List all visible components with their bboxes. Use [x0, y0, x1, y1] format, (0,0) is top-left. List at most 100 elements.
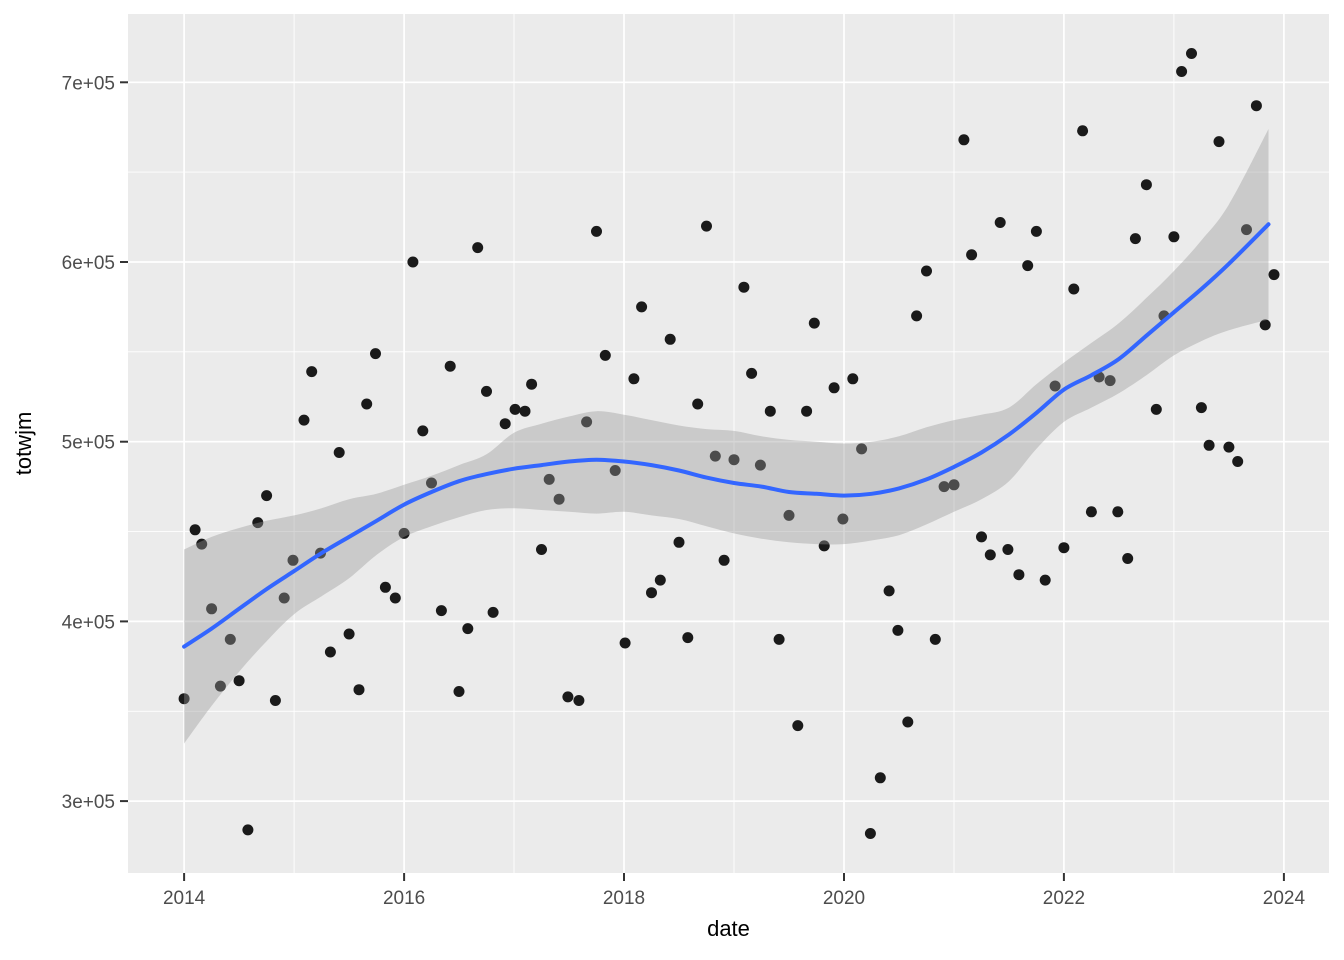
data-point [746, 367, 758, 379]
data-point [407, 256, 419, 268]
data-point [398, 527, 410, 539]
data-point [792, 720, 804, 732]
data-point [370, 348, 381, 360]
data-point [902, 716, 914, 728]
data-point [361, 398, 373, 410]
data-point [499, 418, 511, 430]
data-point [1223, 441, 1235, 453]
x-axis-title: date [707, 916, 750, 941]
data-point [682, 632, 694, 644]
data-point [1129, 233, 1141, 245]
data-point [1203, 439, 1215, 451]
data-point [966, 249, 978, 261]
data-point [453, 686, 465, 697]
data-point [591, 225, 602, 237]
data-point [773, 633, 785, 645]
y-axis-title: totwjm [11, 412, 36, 476]
data-point [1002, 544, 1014, 555]
data-point [1259, 319, 1271, 331]
data-point [636, 301, 648, 313]
data-point [818, 540, 830, 552]
data-point [1039, 574, 1051, 586]
data-point [1195, 402, 1207, 414]
data-point [654, 574, 666, 586]
data-point [864, 828, 876, 839]
data-point [1077, 125, 1089, 137]
data-point [938, 481, 950, 493]
data-point [1122, 553, 1134, 564]
data-point [664, 333, 676, 345]
data-point [178, 693, 190, 705]
data-point [646, 587, 657, 599]
y-tick-label: 5e+05 [62, 433, 115, 454]
confidence-band [184, 129, 1269, 744]
data-point [1030, 225, 1042, 237]
data-point [287, 554, 299, 566]
data-point [892, 624, 904, 636]
data-point [269, 695, 281, 706]
data-point [389, 592, 401, 604]
axis-layer: 2014 2016 2018 2020 2022 2024 3e+05 4e+05 5e+05 6… [62, 73, 1306, 909]
data-point [701, 220, 712, 232]
data-point [444, 360, 456, 372]
data-point [196, 538, 208, 550]
data-point [1068, 283, 1080, 295]
data-point [1013, 569, 1025, 581]
data-point [728, 454, 740, 466]
data-point [333, 447, 345, 458]
data-point [1022, 260, 1034, 272]
data-point [1241, 224, 1252, 236]
data-point [1186, 48, 1197, 59]
data-point [984, 549, 996, 561]
data-point [526, 378, 538, 390]
data-point [417, 425, 429, 437]
data-point [692, 398, 704, 410]
data-point [948, 479, 960, 491]
scatter-points-group [178, 48, 1280, 839]
data-point [619, 637, 631, 649]
data-point [353, 684, 365, 696]
panel-background [128, 14, 1329, 873]
data-point [1104, 375, 1116, 387]
data-point [553, 493, 565, 505]
data-point [343, 628, 355, 640]
data-point [435, 605, 447, 617]
data-point [581, 416, 593, 428]
data-point [379, 581, 391, 593]
data-point [224, 633, 236, 645]
data-point [233, 675, 245, 687]
data-point [929, 633, 941, 645]
data-point [883, 585, 895, 597]
y-tick-label: 7e+05 [62, 73, 115, 94]
data-point [609, 465, 621, 476]
data-point [1176, 66, 1188, 77]
data-point [481, 385, 492, 397]
x-tick-label: 2024 [1263, 888, 1306, 909]
data-point [298, 414, 310, 426]
data-point [628, 373, 640, 385]
data-point [718, 554, 730, 566]
data-point [1250, 100, 1262, 112]
data-point [306, 366, 318, 378]
data-point [1213, 136, 1225, 148]
data-point [783, 509, 795, 521]
data-point [206, 603, 218, 615]
data-point [599, 349, 611, 361]
data-point [1140, 179, 1152, 191]
y-tick-label: 4e+05 [62, 612, 115, 633]
data-point [808, 317, 820, 329]
data-point [189, 524, 201, 536]
smooth-layer [182, 129, 1271, 744]
x-tick-label: 2014 [163, 888, 206, 909]
smooth-line [182, 222, 1271, 649]
data-point [801, 405, 813, 417]
data-point [1049, 380, 1061, 392]
data-point [1168, 231, 1180, 243]
data-point [543, 473, 555, 485]
data-point [958, 134, 970, 146]
data-point [252, 517, 264, 529]
data-point [874, 772, 886, 784]
data-point [1058, 542, 1070, 554]
